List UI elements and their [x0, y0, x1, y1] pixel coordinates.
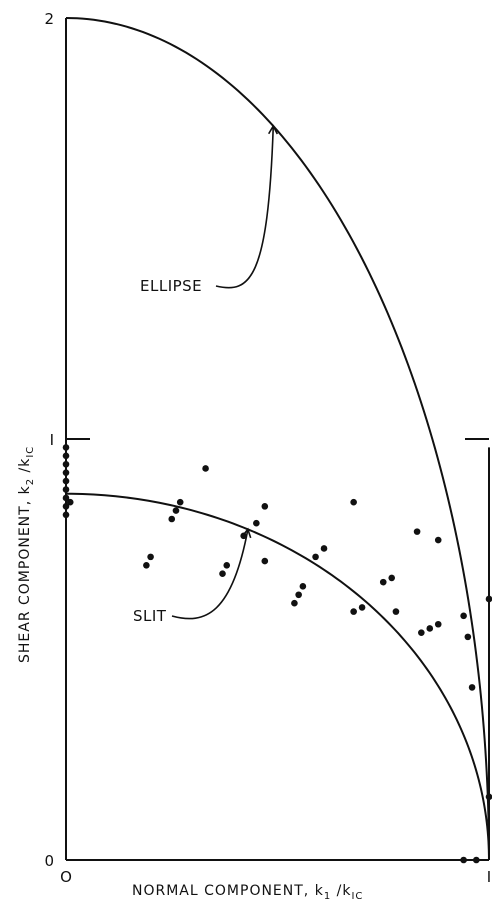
x-axis-title: NORMAL COMPONENT, k1 /kIC: [132, 883, 363, 902]
data-point: [172, 507, 180, 514]
data-point: [350, 608, 357, 615]
curves: [65, 17, 490, 861]
data-point: [176, 498, 184, 506]
data-point: [168, 515, 176, 523]
data-point: [485, 595, 492, 603]
data-point: [460, 856, 467, 864]
data-point: [392, 608, 400, 615]
annotation-leader-ellipse: [215, 125, 275, 289]
data-point: [261, 503, 269, 510]
y-tick-label: I: [50, 431, 54, 449]
data-point: [62, 460, 70, 468]
data-point: [62, 452, 70, 460]
axes: 0 I 2 O I: [44, 10, 491, 886]
data-point: [291, 599, 298, 607]
curve-slit: [65, 492, 490, 861]
data-point: [223, 562, 231, 569]
y-axis-title: SHEAR COMPONENT, k2 /kIC: [17, 446, 36, 663]
annotation-arrowhead-ellipse: [267, 124, 279, 135]
data-point: [295, 591, 302, 599]
annotations: ELLIPSE SLIT: [133, 124, 279, 625]
data-point: [426, 625, 434, 632]
data-point: [468, 684, 476, 691]
annotation-arrowhead-slit: [241, 527, 252, 539]
data-point: [299, 583, 307, 590]
data-point: [485, 793, 492, 801]
data-point: [379, 578, 387, 586]
data-point: [253, 519, 260, 527]
data-point: [202, 465, 209, 472]
data-point: [240, 532, 247, 540]
y-tick-label: 2: [44, 10, 54, 28]
x-tick-label: I: [487, 868, 491, 886]
data-point: [62, 444, 70, 451]
data-point: [434, 536, 442, 544]
data-point: [413, 528, 421, 535]
annotation-slit: SLIT: [133, 607, 167, 625]
data-point: [62, 511, 70, 519]
data-point: [434, 620, 442, 628]
data-point: [312, 553, 319, 561]
annotation-ellipse: ELLIPSE: [140, 277, 202, 295]
data-point: [66, 498, 74, 506]
data-point: [464, 633, 472, 641]
data-point: [62, 494, 70, 502]
curve-ellipse: [65, 17, 490, 861]
data-point: [62, 486, 70, 493]
data-point: [460, 612, 467, 620]
data-point: [147, 553, 154, 561]
data-point: [350, 498, 357, 506]
data-point: [219, 570, 226, 578]
data-point: [143, 562, 150, 569]
data-point: [62, 503, 70, 510]
data-point: [358, 604, 366, 611]
data-point: [261, 557, 269, 565]
data-point: [62, 477, 70, 485]
data-point: [62, 469, 70, 476]
data-point: [473, 856, 480, 864]
data-point: [320, 545, 328, 552]
data-points: [62, 444, 492, 864]
x-tick-label: O: [60, 868, 72, 886]
annotation-leader-slit: [171, 529, 249, 620]
data-point: [418, 629, 425, 636]
y-tick-label: 0: [44, 852, 54, 870]
data-point: [388, 574, 396, 582]
